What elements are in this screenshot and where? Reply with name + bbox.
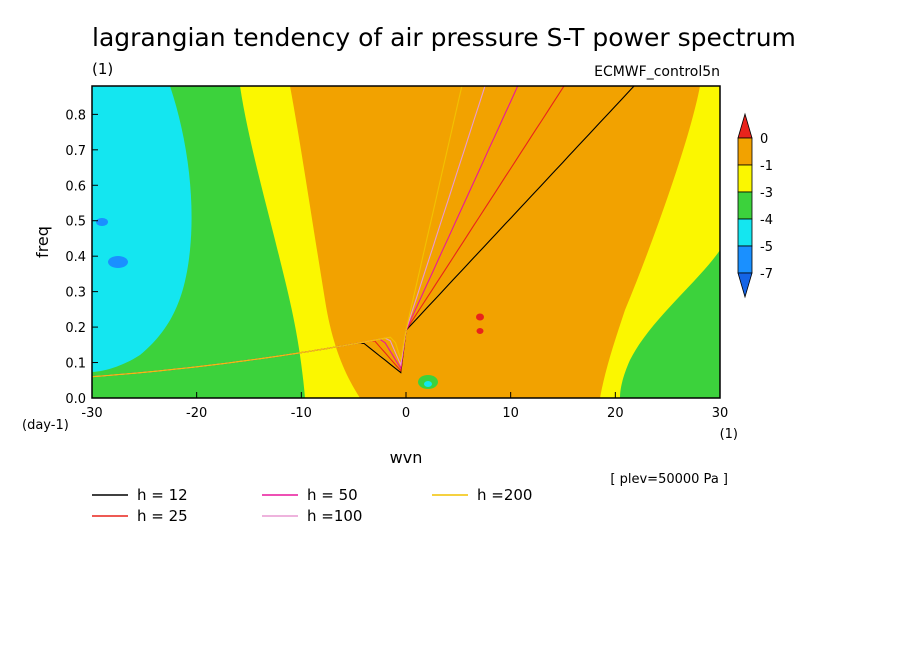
model-label: ECMWF_control5n — [594, 64, 720, 80]
colorbar-label: 0 — [760, 132, 768, 147]
y-tick-label: 0.1 — [65, 357, 86, 372]
units-label: (1) — [92, 60, 113, 78]
x-tick-label: 20 — [607, 406, 624, 421]
legend-label: h = 12 — [137, 486, 188, 504]
level-note: [ plev=50000 Pa ] — [610, 472, 728, 487]
field-red-spot-1 — [476, 313, 484, 321]
chart-title: lagrangian tendency of air pressure S-T … — [92, 23, 796, 52]
legend-label: h =100 — [307, 507, 362, 525]
legend: h = 12 h = 25 h = 50 h =100 h =200 — [92, 486, 532, 525]
y-axis-label: freq — [33, 226, 52, 258]
field-cyan-island — [424, 381, 432, 387]
legend-label: h = 25 — [137, 507, 188, 525]
colorbar-label: -1 — [760, 159, 773, 174]
y-tick-label: 0.6 — [65, 179, 86, 194]
field-blue-spot-2 — [96, 218, 108, 226]
colorbar-segment — [737, 218, 753, 247]
x-units-label: (1) — [720, 427, 738, 442]
y-tick-label: 0.3 — [65, 286, 86, 301]
y-tick-label: 0.0 — [65, 392, 86, 407]
y-tick-label: 0.2 — [65, 321, 86, 336]
field-cyan-left — [92, 86, 192, 372]
y-axis-ticks: 0.0 0.1 0.2 0.3 0.4 0.5 0.6 0.7 0.8 — [65, 108, 98, 407]
colorbar-segment — [737, 191, 753, 220]
x-tick-label: -10 — [291, 406, 312, 421]
y-tick-label: 0.7 — [65, 144, 86, 159]
dispersion-curves — [92, 86, 635, 378]
colorbar-top-arrow — [737, 112, 753, 139]
x-axis-label: wvn — [390, 448, 423, 467]
field-green-right — [620, 250, 720, 398]
x-tick-label: -20 — [186, 406, 207, 421]
y-tick-label: 0.4 — [65, 250, 86, 265]
x-tick-label: 0 — [402, 406, 410, 421]
x-tick-label: -30 — [81, 406, 102, 421]
legend-label: h = 50 — [307, 486, 358, 504]
colorbar-label: -3 — [760, 186, 773, 201]
colorbar-bottom-arrow — [737, 272, 753, 299]
x-tick-label: 30 — [712, 406, 729, 421]
colorbar-segment — [737, 137, 753, 166]
field-red-spot-2 — [476, 328, 484, 334]
legend-label: h =200 — [477, 486, 532, 504]
colorbar-label: -7 — [760, 267, 773, 282]
curve-200 — [92, 86, 463, 378]
y-tick-label: 0.5 — [65, 215, 86, 230]
plot-area — [92, 86, 720, 398]
field-blue-spot-1 — [108, 256, 128, 268]
colorbar-label: -4 — [760, 213, 773, 228]
x-tick-label: 10 — [502, 406, 519, 421]
colorbar-segment — [737, 245, 753, 274]
colorbar: 0 -1 -3 -4 -5 -7 — [737, 112, 773, 299]
y-units-label: (day-1) — [22, 418, 69, 433]
colorbar-segment — [737, 164, 753, 193]
x-axis-ticks: -30 -20 -10 0 10 20 30 — [81, 392, 728, 421]
y-tick-label: 0.8 — [65, 108, 86, 123]
colorbar-label: -5 — [760, 240, 773, 255]
